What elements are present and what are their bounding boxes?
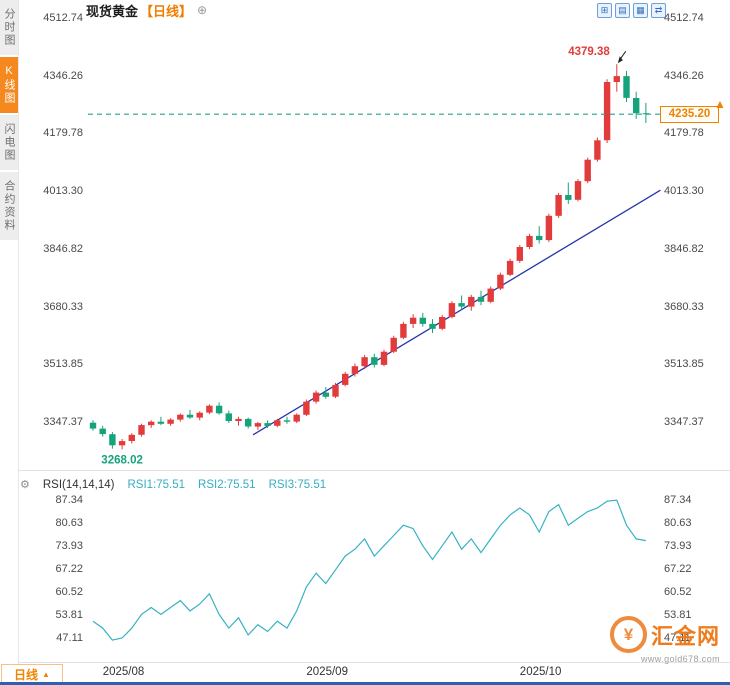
rsi-axis-label-right: 47.11 — [664, 632, 691, 644]
rsi-axis-label-left: 87.34 — [55, 494, 83, 506]
period-label[interactable]: 【日线】 — [140, 3, 193, 19]
rsi-axis-label-right: 80.63 — [664, 517, 692, 529]
bottom-divider — [18, 662, 730, 663]
bottom-accent-bar — [0, 682, 730, 685]
x-axis-label: 2025/09 — [306, 666, 348, 678]
price-axis-label-right: 3680.33 — [664, 300, 704, 313]
candlestick-chart-canvas[interactable]: 4379.38 3268.02 — [88, 18, 661, 466]
sidebar-tab-time-chart[interactable]: 分时图 — [0, 0, 18, 55]
price-axis-label-right: 4179.78 — [664, 127, 704, 140]
panel-grid-icon[interactable]: ⊞ — [597, 3, 612, 18]
gold678-logo-icon: ¥ — [610, 616, 647, 653]
sidebar-tab-contract-info[interactable]: 合约资料 — [0, 172, 18, 240]
rsi-axis-label-left: 67.22 — [55, 563, 83, 575]
time-axis: 2025/08 2025/09 2025/10 — [0, 666, 730, 682]
price-axis-right: 4512.74 4346.26 4179.78 4013.30 3846.82 3680.… — [664, 0, 726, 470]
price-axis-label-left: 4512.74 — [43, 12, 83, 24]
price-axis-label-left: 3846.82 — [43, 242, 83, 255]
price-axis-label-right: 3846.82 — [664, 242, 704, 255]
price-axis-label-right: 4512.74 — [664, 12, 704, 24]
rsi-axis-right: 87.34 80.63 73.93 67.22 60.52 53.81 47.11 — [664, 0, 726, 685]
price-axis-label-left: 3513.85 — [43, 358, 83, 371]
rsi-axis-left: 87.34 80.63 73.93 67.22 60.52 53.81 47.11 — [30, 0, 83, 685]
rsi-label: RSI(14,14,14) — [42, 478, 115, 491]
watermark-site-name: 汇金网 — [651, 623, 721, 649]
coin-symbol: ¥ — [623, 624, 634, 644]
left-tab-sidebar: 分时图 K线图闪电图合约资料 — [0, 0, 19, 685]
price-axis-label-right: 3347.37 — [664, 415, 704, 428]
rsi-axis-label-left: 60.52 — [55, 586, 83, 598]
last-price-tag: 4235.20 — [660, 105, 719, 123]
indicator-panel-icon[interactable]: ▦ — [633, 3, 648, 18]
rsi-axis-label-right: 60.52 — [664, 586, 692, 598]
price-axis-label-right: 3513.85 — [664, 358, 704, 371]
rsi-axis-label-right: 73.93 — [664, 540, 692, 552]
price-up-arrow-icon: ▲ — [714, 97, 726, 112]
x-axis-label: 2025/10 — [519, 666, 562, 678]
watermark-site-url: www.gold678.com — [640, 654, 721, 664]
chart-toolbar: ⊞ ▤ ▦ ⇄ — [597, 3, 666, 18]
rsi3-value: RSI3:75.51 — [268, 478, 327, 491]
pane-divider — [18, 470, 730, 471]
swap-arrows-icon[interactable]: ⇄ — [651, 3, 666, 18]
period-button-label: 日线 — [14, 668, 39, 682]
expand-icon[interactable]: ⊕ — [197, 3, 208, 17]
rsi-axis-label-left: 73.93 — [55, 540, 83, 552]
rsi-indicator-header: ⚙ RSI(14,14,14) RSI1:75.51 RSI2:75.51 RS… — [20, 478, 327, 492]
x-axis-label: 2025/08 — [102, 666, 145, 678]
rsi1-value: RSI1:75.51 — [127, 478, 186, 491]
sidebar-tab-kline-chart[interactable]: K线图 — [0, 57, 18, 113]
chart-header: 现货黄金 【日线】 ⊕ — [86, 2, 208, 19]
price-axis-label-left: 3347.37 — [43, 415, 83, 428]
price-axis-label-left: 4346.26 — [43, 69, 83, 82]
period-selector-button[interactable]: 日线 ▲ — [1, 664, 63, 685]
rsi-axis-label-left: 53.81 — [55, 609, 83, 621]
indicator-settings-icon[interactable]: ⚙ — [20, 479, 30, 491]
site-watermark: ¥ 汇金网 www.gold678.com — [610, 616, 720, 664]
svg-text:4379.38: 4379.38 — [568, 46, 610, 58]
rsi2-value: RSI2:75.51 — [198, 478, 256, 491]
rsi-axis-label-left: 80.63 — [55, 517, 83, 529]
rsi-axis-label-right: 67.22 — [664, 563, 692, 575]
candle-chart-icon[interactable]: ▤ — [615, 3, 630, 18]
price-axis-label-right: 4346.26 — [664, 69, 704, 82]
rsi-axis-label-right: 53.81 — [664, 609, 692, 621]
price-axis-left: 4512.74 4346.26 4179.78 4013.30 3846.82 3680.… — [30, 0, 83, 470]
period-up-arrow-icon: ▲ — [42, 670, 50, 679]
rsi-chart-canvas[interactable] — [88, 494, 660, 654]
price-axis-label-right: 4013.30 — [664, 185, 704, 198]
rsi-axis-label-right: 87.34 — [664, 494, 692, 506]
price-axis-label-left: 4013.30 — [43, 185, 83, 198]
sidebar-tab-flash-chart[interactable]: 闪电图 — [0, 115, 18, 170]
price-axis-label-left: 4179.78 — [43, 127, 83, 140]
svg-text:3268.02: 3268.02 — [101, 454, 143, 466]
rsi-axis-label-left: 47.11 — [56, 632, 83, 644]
instrument-title: 现货黄金 — [86, 3, 139, 19]
price-axis-label-left: 3680.33 — [43, 300, 83, 313]
